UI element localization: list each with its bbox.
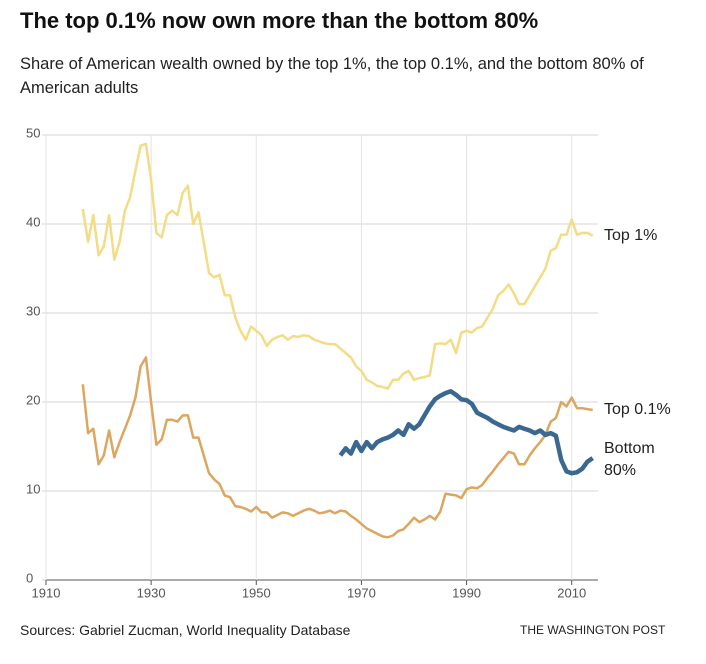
x-tick-label: 2010 (557, 585, 586, 600)
series-label: Top 1% (604, 226, 658, 244)
y-tick-label: 30 (26, 303, 40, 318)
series-line (81, 356, 593, 539)
x-tick-label: 1990 (452, 585, 481, 600)
series-label: Bottom 80% (604, 440, 655, 480)
y-tick-label: 0 (26, 570, 33, 585)
y-tick-label: 20 (26, 392, 40, 407)
source-note: Sources: Gabriel Zucman, World Inequalit… (20, 622, 351, 638)
chart-title: The top 0.1% now own more than the botto… (20, 8, 539, 33)
credit: THE WASHINGTON POST (520, 623, 666, 637)
y-tick-label: 10 (26, 481, 40, 496)
y-tick-label: 50 (26, 125, 40, 140)
chart-subtitle: Share of American wealth owned by the to… (20, 55, 644, 97)
series-label: Top 0.1% (604, 401, 671, 418)
x-tick-label: 1950 (242, 585, 271, 600)
x-tick-label: 1930 (137, 585, 166, 600)
series-line (81, 142, 594, 390)
y-tick-label: 40 (26, 214, 40, 229)
series-line (338, 389, 594, 476)
x-tick-label: 1910 (32, 585, 61, 600)
x-tick-label: 1970 (347, 585, 376, 600)
